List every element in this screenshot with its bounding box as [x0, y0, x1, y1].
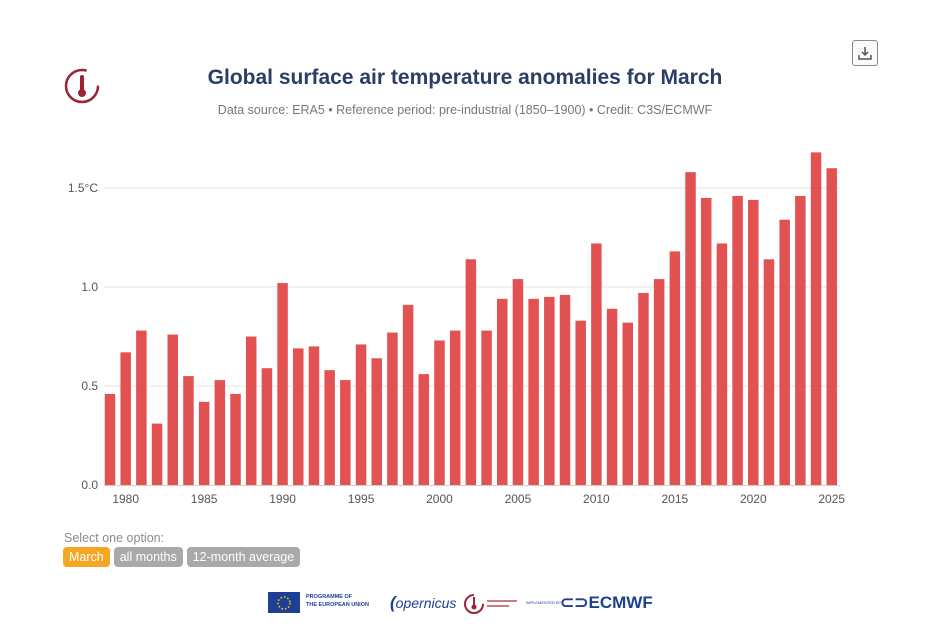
bar-2000: [434, 340, 445, 485]
bar-2012: [622, 322, 634, 485]
bar-2018: [716, 243, 728, 485]
bar-1980: [120, 352, 131, 485]
x-tick-label: 2010: [583, 492, 610, 506]
bar-1981: [136, 330, 147, 485]
bar-1986: [214, 380, 226, 485]
bar-2005: [512, 279, 524, 485]
y-tick-label: 0.5: [81, 379, 98, 393]
implemented-by-text: IMPLEMENTED BY: [526, 600, 562, 605]
bar-1988: [245, 336, 257, 485]
c3s-logo: [464, 594, 517, 614]
x-tick-label: 2015: [661, 492, 688, 506]
bar-1998: [402, 304, 414, 485]
footer-logos: PROGRAMME OF THE EUROPEAN UNION (opernic…: [0, 590, 930, 618]
bar-chart: 0.0 0.5 1.0 1.5°C 1980 1985 1990 1995 2000 2005 20…: [68, 152, 845, 506]
option-12-month-average[interactable]: 12-month average: [186, 547, 301, 567]
bar-2011: [606, 308, 618, 485]
y-tick-label: 1.0: [81, 280, 98, 294]
bar-2008: [559, 294, 571, 485]
bar-1991: [293, 348, 304, 485]
bar-1995: [355, 344, 367, 485]
bar-1985: [198, 401, 210, 485]
bar-1982: [151, 423, 163, 485]
bar-1993: [324, 370, 335, 485]
bar-2025: [826, 168, 837, 485]
x-tick-label: 1985: [191, 492, 218, 506]
bar-2004: [497, 298, 508, 485]
bar-2007: [544, 296, 555, 485]
bar-1997: [387, 332, 398, 485]
chart-title: Global surface air temperature anomalies…: [207, 66, 723, 89]
bar-2006: [528, 298, 539, 485]
copernicus-logo: (opernicus: [390, 593, 457, 612]
bar-1989: [261, 368, 273, 485]
x-tick-label: 1990: [269, 492, 296, 506]
ecmwf-logo-icon: ⊂⊃: [560, 593, 589, 612]
bar-2016: [685, 172, 696, 485]
bar-2015: [669, 251, 681, 485]
bar-2009: [575, 320, 586, 485]
options-label: Select one option:: [64, 531, 165, 545]
bar-1999: [418, 374, 430, 485]
bar-2010: [591, 243, 602, 485]
x-tick-label: 2025: [818, 492, 845, 506]
y-tick-label: 0.0: [81, 478, 98, 492]
bar-2023: [795, 195, 806, 486]
bar-2022: [779, 219, 790, 485]
bar-2017: [700, 197, 712, 485]
ecmwf-logo: ⊂⊃ECMWF: [560, 593, 653, 612]
bar-2002: [465, 259, 477, 485]
eu-programme-text: PROGRAMME OF THE EUROPEAN UNION: [306, 594, 369, 608]
x-tick-label: 1980: [112, 492, 139, 506]
climate-thermometer-logo: [64, 68, 100, 104]
option-all-months[interactable]: all months: [113, 547, 183, 567]
y-tick-label: 1.5°C: [68, 181, 98, 195]
bar-2021: [763, 259, 775, 485]
option-march[interactable]: March: [63, 547, 110, 567]
download-icon: [858, 47, 872, 60]
bar-1994: [340, 380, 351, 485]
bar-2014: [653, 279, 665, 485]
bar-1983: [167, 334, 179, 485]
chart-subtitle: Data source: ERA5 • Reference period: pr…: [217, 103, 713, 117]
bar-1987: [230, 393, 241, 485]
download-button[interactable]: [852, 40, 878, 66]
x-tick-label: 2020: [740, 492, 767, 506]
bar-1990: [277, 283, 288, 485]
bar-1984: [183, 376, 194, 485]
x-tick-label: 2000: [426, 492, 453, 506]
eu-flag-icon: [268, 592, 300, 613]
bar-1979: [104, 393, 116, 485]
bar-2019: [732, 195, 743, 486]
x-tick-label: 1995: [348, 492, 375, 506]
bar-2024: [810, 152, 822, 486]
bar-1992: [308, 346, 320, 485]
bar-2001: [449, 330, 461, 485]
bar-2013: [638, 292, 649, 485]
bar-2020: [748, 199, 759, 485]
x-tick-label: 2005: [505, 492, 532, 506]
bar-1996: [371, 358, 382, 485]
bar-2003: [481, 330, 492, 485]
option-group: March all months 12-month average: [63, 547, 301, 567]
